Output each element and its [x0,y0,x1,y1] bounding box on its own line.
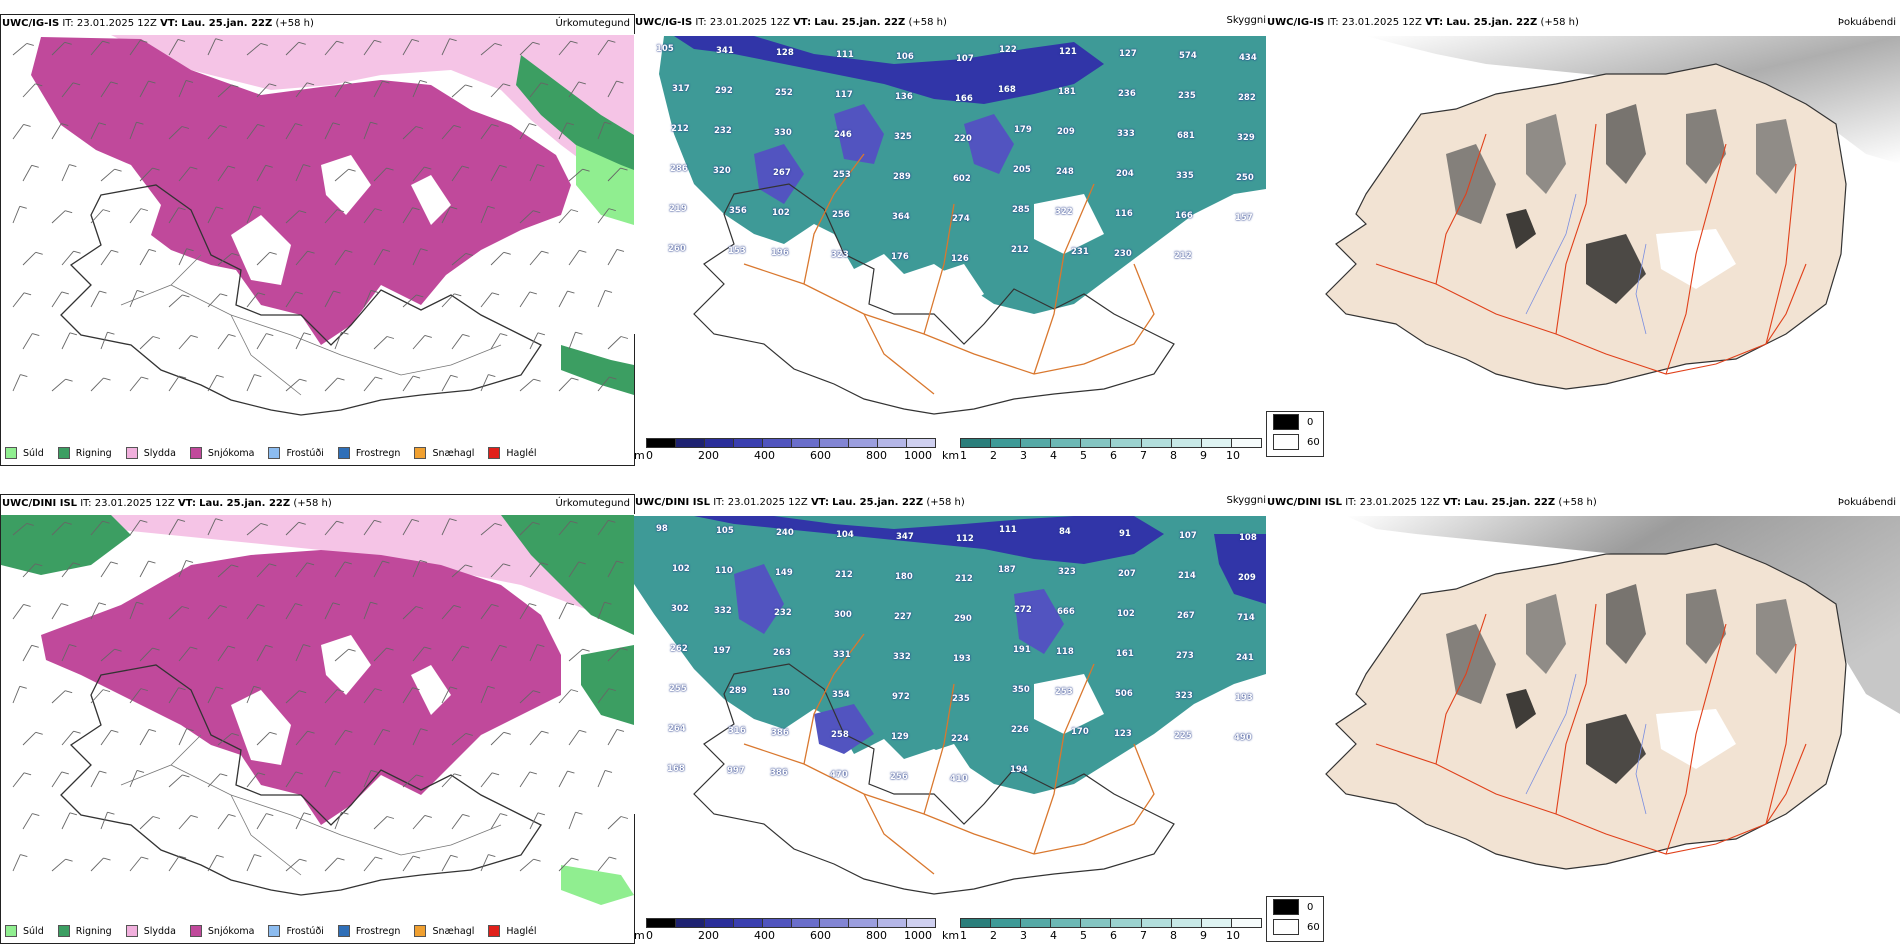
fog-legend-max: 60 [1267,917,1323,937]
colorbar-tick: 800 [866,929,887,942]
colorbar-tick: 4 [1050,929,1057,942]
colorbar-tick: 7 [1140,929,1147,942]
precip-type-map-igis [1,15,634,465]
legend-item-frostregn: Frostregn [337,447,400,459]
colorbar-tick: 0 [646,929,653,942]
precip-type-legend: Súld Rigning Slydda Snjókoma Frostúði Fr… [5,924,551,938]
panel-title: UWC/IG-IS IT: 23.01.2025 12Z VT: Lau. 25… [1267,17,1579,28]
colorbar-tick: 400 [754,449,775,462]
colorbar-tick: 6 [1110,449,1117,462]
colorbar-tick: 6 [1110,929,1117,942]
panel-variable-label: Þokuábendi [1837,17,1896,28]
panel-precip-type-igis: UWC/IG-IS IT: 23.01.2025 12Z VT: Lau. 25… [0,14,635,466]
panel-title: UWC/IG-IS IT: 23.01.2025 12Z VT: Lau. 25… [2,18,314,29]
colorbar-tick: 8 [1170,449,1177,462]
colorbar-tick: 400 [754,929,775,942]
colorbar-unit: km [942,449,960,462]
colorbar-tick: 3 [1020,449,1027,462]
colorbar-unit: m [634,929,645,942]
panel-fog-igis: UWC/IG-IS IT: 23.01.2025 12Z VT: Lau. 25… [1266,14,1900,466]
legend-item-snaehagl: Snæhagl [414,925,474,937]
legend-item-slydda: Slydda [125,447,176,459]
panel-variable-label: Þokuábendi [1837,497,1896,508]
fog-legend-max: 60 [1267,432,1323,452]
panel-variable-label: Skyggni [1226,15,1266,26]
colorbar-tick: 800 [866,449,887,462]
panel-title: UWC/DINI ISL IT: 23.01.2025 12Z VT: Lau.… [1267,497,1597,508]
fog-legend: 0 60 [1266,411,1324,457]
panel-variable-label: Úrkomutegund [555,18,630,29]
colorbar-tick: 5 [1080,449,1087,462]
colorbar-tick: 10 [1226,449,1240,462]
colorbar-unit: km [942,929,960,942]
colorbar-meters: m 0 200 400 600 800 1000 [634,918,936,944]
colorbar-tick: 1 [960,449,967,462]
panel-title: UWC/IG-IS IT: 23.01.2025 12Z VT: Lau. 25… [635,17,947,28]
panel-title: UWC/DINI ISL IT: 23.01.2025 12Z VT: Lau.… [2,498,332,509]
legend-item-sudd: Súld [5,447,44,459]
legend-item-haglel: Haglél [488,925,537,937]
panel-variable-label: Úrkomutegund [555,498,630,509]
legend-item-frostudi: Frostúði [268,925,324,937]
colorbar-tick: 200 [698,449,719,462]
fog-map-dini [1325,516,1900,870]
colorbar-tick: 7 [1140,449,1147,462]
panel-precip-type-dini: UWC/DINI ISL IT: 23.01.2025 12Z VT: Lau.… [0,494,635,944]
colorbar-tick: 600 [810,449,831,462]
precip-type-map-dini [1,495,634,943]
legend-item-sudd: Súld [5,925,44,937]
colorbar-kilometers: km 1 2 3 4 5 6 7 8 9 10 [942,918,1262,944]
legend-item-snjokoma: Snjókoma [189,925,254,937]
fog-legend-min: 0 [1267,412,1323,432]
colorbar-tick: 9 [1200,929,1207,942]
visibility-map-dini [634,514,1266,895]
legend-item-rigning: Rigning [57,447,112,459]
colorbar-tick: 600 [810,929,831,942]
legend-item-snjokoma: Snjókoma [189,447,254,459]
legend-item-rigning: Rigning [57,925,112,937]
colorbar-tick: 1000 [904,449,932,462]
precip-type-legend: Súld Rigning Slydda Snjókoma Frostúði Fr… [5,446,551,460]
colorbar-kilometers: km 1 2 3 4 5 6 7 8 9 10 [942,438,1262,464]
colorbar-tick: 8 [1170,929,1177,942]
colorbar-tick: 3 [1020,929,1027,942]
panel-title: UWC/DINI ISL IT: 23.01.2025 12Z VT: Lau.… [635,497,965,508]
panel-visibility-dini: UWC/DINI ISL IT: 23.01.2025 12Z VT: Lau.… [634,494,1266,946]
fog-legend-min: 0 [1267,897,1323,917]
colorbar-tick: 200 [698,929,719,942]
colorbar-tick: 1 [960,929,967,942]
colorbar-tick: 9 [1200,449,1207,462]
fog-legend: 0 60 [1266,896,1324,942]
fog-map-igis [1325,36,1900,390]
panel-visibility-igis: UWC/IG-IS IT: 23.01.2025 12Z VT: Lau. 25… [634,14,1266,466]
colorbar-tick: 2 [990,449,997,462]
colorbar-tick: 10 [1226,929,1240,942]
colorbar-tick: 4 [1050,449,1057,462]
visibility-map-igis [634,34,1266,415]
panel-variable-label: Skyggni [1226,495,1266,506]
legend-item-haglel: Haglél [488,447,537,459]
colorbar-tick: 1000 [904,929,932,942]
colorbar-unit: m [634,449,645,462]
colorbar-tick: 5 [1080,929,1087,942]
colorbar-tick: 0 [646,449,653,462]
colorbar-meters: m 0 200 400 600 800 1000 [634,438,936,464]
panel-fog-dini: UWC/DINI ISL IT: 23.01.2025 12Z VT: Lau.… [1266,494,1900,946]
legend-item-slydda: Slydda [125,925,176,937]
legend-item-frostudi: Frostúði [268,447,324,459]
legend-item-frostregn: Frostregn [337,925,400,937]
colorbar-tick: 2 [990,929,997,942]
legend-item-snaehagl: Snæhagl [414,447,474,459]
